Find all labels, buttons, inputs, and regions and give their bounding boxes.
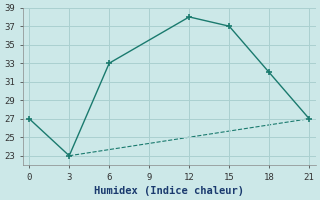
X-axis label: Humidex (Indice chaleur): Humidex (Indice chaleur)	[94, 186, 244, 196]
